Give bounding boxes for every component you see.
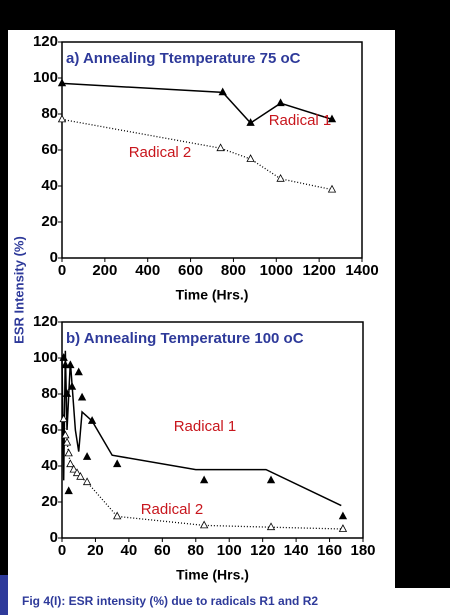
y-tick-label: 40	[41, 457, 58, 474]
data-point	[59, 414, 68, 423]
data-point	[266, 475, 276, 484]
series-line	[61, 350, 342, 507]
y-tick-label: 0	[50, 249, 58, 266]
series-line	[61, 118, 333, 191]
data-point	[276, 173, 285, 182]
x-tick-label: 400	[135, 262, 160, 279]
x-tick-label: 1200	[302, 262, 335, 279]
x-tick-label: 600	[178, 262, 203, 279]
y-tick-label: 120	[33, 33, 58, 50]
plot-area	[61, 41, 363, 259]
y-axis-label: ESR Intensity (%)	[11, 236, 26, 344]
side-bar	[0, 575, 8, 615]
series-label: Radical 2	[129, 144, 192, 161]
data-point	[64, 486, 73, 495]
data-point	[72, 468, 82, 477]
x-tick-label: 160	[317, 542, 342, 559]
x-tick-label: 0	[58, 542, 66, 559]
data-point	[76, 471, 85, 480]
chart-title: a) Annealing Ttemperature 75 oC	[66, 50, 301, 67]
data-point	[246, 154, 255, 162]
data-point	[199, 475, 209, 484]
data-point	[327, 184, 337, 193]
data-point	[61, 430, 70, 439]
caption: Fig 4(I): ESR intensity (%) due to radic…	[22, 594, 318, 608]
y-tick-label: 80	[41, 385, 58, 402]
y-tick-label: 0	[50, 529, 58, 546]
y-tick-label: 100	[33, 349, 58, 366]
x-tick-label: 60	[154, 542, 171, 559]
data-point	[338, 511, 348, 520]
y-tick-label: 80	[41, 105, 58, 122]
data-point	[57, 78, 67, 87]
x-tick-label: 140	[284, 542, 309, 559]
x-tick-label: 180	[350, 542, 375, 559]
series-label: Radical 1	[174, 418, 237, 435]
data-point	[66, 459, 75, 468]
data-point	[77, 392, 87, 401]
y-tick-label: 20	[41, 213, 58, 230]
y-tick-label: 20	[41, 493, 58, 510]
data-point	[216, 143, 225, 152]
data-point	[266, 522, 276, 531]
x-axis-label: Time (Hrs.)	[176, 567, 249, 583]
data-point	[246, 118, 255, 126]
data-point	[199, 520, 209, 529]
caption-panel	[0, 588, 450, 615]
x-tick-label: 120	[250, 542, 275, 559]
data-point	[69, 464, 78, 473]
data-point	[113, 511, 122, 520]
x-axis-label: Time (Hrs.)	[176, 287, 249, 303]
series-label: Radical 1	[269, 112, 332, 129]
y-tick-label: 120	[33, 313, 58, 330]
data-point	[74, 367, 83, 376]
data-point	[64, 448, 73, 457]
x-tick-label: 1400	[345, 262, 378, 279]
data-point	[276, 98, 285, 107]
data-point	[82, 452, 92, 460]
data-point	[57, 114, 67, 123]
chart-title: b) Annealing Temperature 100 oC	[66, 330, 304, 347]
series-label: Radical 2	[141, 501, 204, 518]
y-tick-label: 40	[41, 177, 58, 194]
plot-area	[61, 321, 364, 539]
x-tick-label: 100	[217, 542, 242, 559]
data-point	[327, 114, 337, 123]
x-tick-label: 40	[121, 542, 138, 559]
data-point	[338, 524, 348, 532]
x-tick-label: 1000	[260, 262, 293, 279]
data-point	[82, 477, 92, 486]
x-tick-label: 20	[87, 542, 104, 559]
x-tick-label: 0	[58, 262, 66, 279]
x-tick-label: 200	[92, 262, 117, 279]
data-point	[113, 459, 122, 468]
y-tick-label: 60	[41, 421, 58, 438]
data-point	[62, 437, 72, 446]
y-tick-label: 100	[33, 69, 58, 86]
x-tick-label: 80	[187, 542, 204, 559]
data-point	[218, 87, 227, 96]
x-tick-label: 800	[221, 262, 246, 279]
y-tick-label: 60	[41, 141, 58, 158]
